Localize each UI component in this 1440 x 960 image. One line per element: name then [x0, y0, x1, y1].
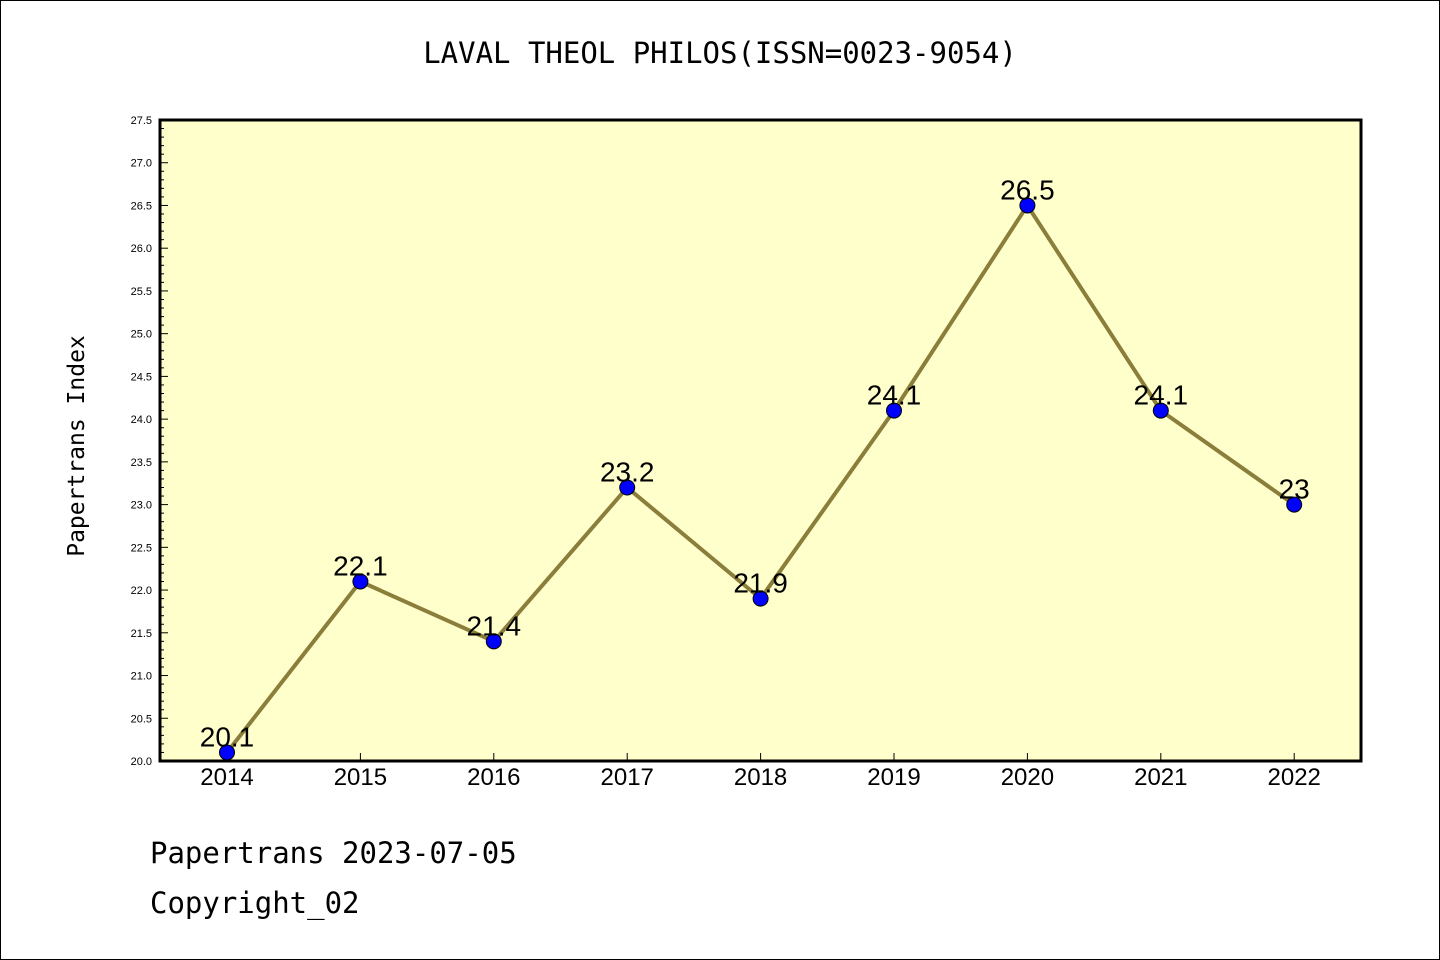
y-tick-label: 22.0 — [131, 585, 152, 597]
chart-title: LAVAL THEOL PHILOS(ISSN=0023-9054) — [423, 36, 1017, 70]
x-tick-label: 2015 — [334, 764, 387, 791]
y-tick-label: 24.0 — [131, 414, 152, 426]
data-point — [1286, 496, 1303, 513]
x-axis: 2014 2015 2016 2017 2018 2019 2020 2021 2022 — [200, 753, 1321, 791]
x-tick-label: 2018 — [734, 764, 787, 791]
data-point — [352, 573, 369, 590]
data-labels: 20.1 22.1 21.4 23.2 21.9 24.1 26.5 24.1 23 — [200, 174, 1310, 752]
x-tick-label: 2017 — [601, 764, 654, 791]
series-markers — [219, 197, 1303, 761]
data-point — [752, 590, 769, 607]
y-axis-label: Papertrans Index — [64, 335, 90, 557]
y-tick-label: 22.5 — [131, 542, 152, 554]
data-label: 24.1 — [1134, 380, 1189, 411]
y-tick-label: 23.5 — [131, 457, 152, 469]
footer-copyright: Copyright_02 — [150, 886, 360, 920]
footer-date: Papertrans 2023-07-05 — [150, 836, 517, 870]
x-tick-label: 2016 — [467, 764, 520, 791]
y-tick-label: 20.0 — [131, 756, 152, 768]
y-tick-label: 23.0 — [131, 500, 152, 512]
y-axis: 20.0 20.5 21.0 21.5 22.0 22.5 23.0 23.5 24.0 24.5… — [131, 115, 168, 768]
data-label: 20.1 — [200, 721, 255, 752]
y-tick-label: 25.0 — [131, 329, 152, 341]
data-label: 23.2 — [600, 457, 655, 488]
y-tick-label: 26.0 — [131, 243, 152, 255]
data-label: 21.9 — [733, 568, 788, 599]
data-point — [619, 479, 636, 496]
y-tick-label: 21.0 — [131, 671, 152, 683]
y-tick-label: 27.0 — [131, 158, 152, 170]
data-point — [219, 744, 235, 761]
y-tick-label: 24.5 — [131, 371, 152, 383]
data-label: 21.4 — [467, 610, 522, 641]
y-tick-label: 26.5 — [131, 200, 152, 212]
x-tick-label: 2014 — [200, 764, 253, 791]
data-label: 24.1 — [867, 380, 922, 411]
plot-area — [158, 118, 1363, 763]
data-point — [886, 402, 902, 419]
data-point — [1152, 402, 1169, 419]
x-tick-label: 2022 — [1268, 764, 1321, 791]
x-tick-label: 2019 — [867, 764, 920, 791]
data-point — [485, 633, 502, 650]
data-label: 22.1 — [333, 551, 388, 582]
x-tick-label: 2021 — [1134, 764, 1187, 791]
y-tick-label: 27.5 — [131, 115, 152, 127]
data-label: 23 — [1279, 474, 1310, 505]
data-label: 26.5 — [1000, 174, 1055, 205]
y-tick-label: 20.5 — [131, 713, 152, 725]
x-tick-label: 2020 — [1001, 764, 1054, 791]
y-tick-label: 21.5 — [131, 628, 152, 640]
data-point — [1019, 197, 1036, 214]
y-tick-label: 25.5 — [131, 286, 152, 298]
